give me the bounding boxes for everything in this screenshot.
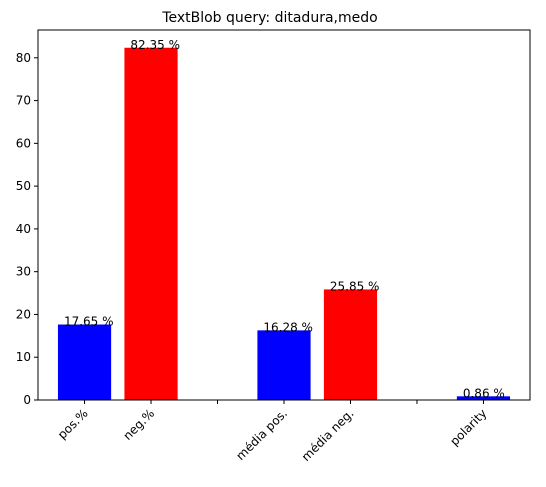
bar-value-label: 16.28 %	[263, 320, 313, 334]
bar	[57, 324, 112, 400]
y-tick-label: 40	[16, 222, 31, 236]
x-axis: pos.% neg.% média pos. média neg. polarity	[55, 400, 490, 464]
y-tick-label: 10	[16, 350, 31, 364]
y-tick-label: 60	[16, 136, 31, 150]
y-tick-label: 20	[16, 307, 31, 321]
bar-value-label: 82.35 %	[130, 38, 180, 52]
bar-value-label: 25.85 %	[330, 279, 380, 293]
bar	[124, 47, 178, 401]
y-tick-label: 30	[16, 265, 31, 279]
bar	[257, 330, 311, 400]
bar	[456, 396, 511, 400]
y-tick-label: 70	[16, 94, 31, 108]
y-axis: 0 10 20 30 40 50 60 70 80	[16, 51, 38, 407]
x-tick-label: pos.%	[55, 406, 91, 442]
plot-frame	[37, 29, 531, 401]
bars: 17.65 % 82.35 % 16.28 % 25.85 % 0.86 %	[57, 38, 511, 401]
y-tick-label: 80	[16, 51, 31, 65]
bar	[323, 289, 378, 400]
bar-value-label: 17.65 %	[64, 315, 114, 329]
x-tick-label: polarity	[447, 406, 489, 448]
y-tick-label: 50	[16, 179, 31, 193]
x-tick-label: neg.%	[121, 406, 158, 443]
x-tick-label: média pos.	[233, 406, 290, 463]
y-tick-label: 0	[23, 393, 31, 407]
x-tick-label: média neg.	[299, 406, 357, 464]
bar-value-label: 0.86 %	[463, 386, 505, 400]
chart-title: TextBlob query: ditadura,medo	[161, 10, 377, 26]
